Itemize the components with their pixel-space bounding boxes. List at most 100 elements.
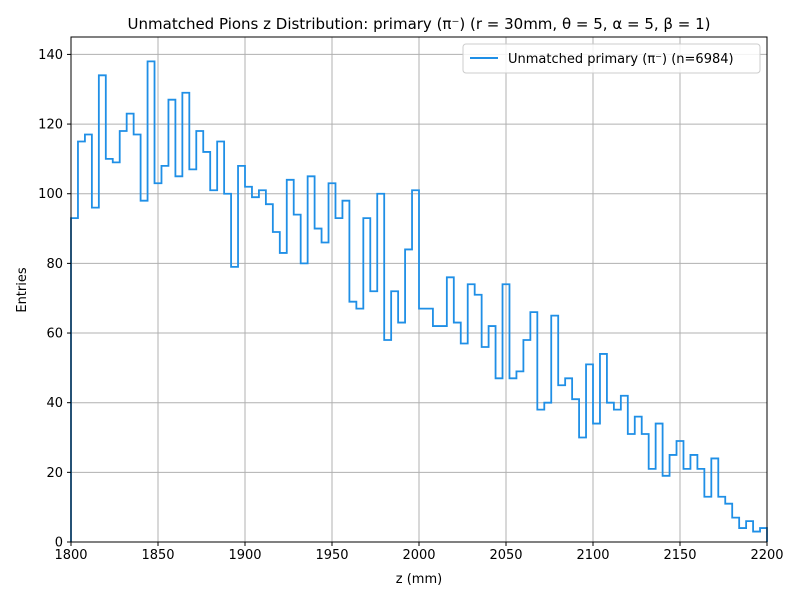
histogram-bin: [78, 141, 85, 542]
histogram-bin: [614, 410, 621, 542]
histogram-bin: [384, 340, 391, 542]
histogram-bin: [711, 458, 718, 542]
y-axis-label: Entries: [15, 267, 30, 313]
histogram-bin: [725, 504, 732, 542]
tick-layer: 1800 1850 1900 1950 2000 2050 2100 2150 2200 0 20 4…: [38, 48, 783, 563]
histogram-bin: [148, 61, 155, 542]
x-tick-label: 1950: [315, 548, 348, 563]
histogram-bin: [356, 309, 363, 542]
x-tick-label: 2200: [750, 548, 783, 563]
histogram-bin: [92, 208, 99, 542]
histogram-bin: [224, 194, 231, 542]
y-tick-label: 60: [46, 327, 63, 342]
histogram-bin: [461, 343, 468, 542]
histogram-bin: [203, 152, 210, 542]
histogram-step-line: [70, 60, 768, 542]
legend-label: Unmatched primary (π⁻) (n=6984): [508, 52, 734, 67]
histogram-bin: [113, 162, 120, 542]
legend-box: [462, 43, 761, 74]
histogram-bin: [196, 131, 203, 542]
histogram-bin: [419, 309, 426, 542]
x-tick-label: 1800: [54, 548, 87, 563]
histogram-bin: [433, 326, 440, 542]
histogram-bin: [475, 295, 482, 542]
histogram-bin: [155, 183, 162, 542]
histogram-bin: [245, 187, 252, 542]
histogram-bin: [342, 201, 349, 542]
histogram-bin: [182, 93, 189, 542]
histogram-bin: [120, 131, 127, 542]
x-tick-label: 2100: [576, 548, 609, 563]
histogram-bin: [175, 176, 182, 542]
histogram-bin: [635, 417, 642, 542]
histogram-bin: [301, 263, 308, 542]
histogram-bin: [259, 190, 266, 542]
chart-title: Unmatched Pions z Distribution: primary …: [128, 15, 711, 33]
histogram-bin: [558, 385, 565, 542]
x-axis-label: z (mm): [396, 572, 442, 587]
histogram-bin: [335, 218, 342, 542]
histogram-bin: [642, 434, 649, 542]
histogram-bin: [732, 518, 739, 542]
histogram-bin: [468, 284, 475, 542]
histogram-bin: [168, 100, 175, 542]
histogram-bin: [593, 424, 600, 542]
histogram-bin: [315, 229, 322, 542]
histogram-bin: [426, 309, 433, 542]
histogram-bin: [363, 218, 370, 542]
histogram-bin: [760, 528, 767, 542]
histogram-bin: [266, 204, 273, 542]
histogram-bin: [739, 528, 746, 542]
histogram-bin: [697, 469, 704, 542]
histogram-bin: [329, 183, 336, 542]
histogram-bin: [509, 378, 516, 542]
histogram-bin: [628, 434, 635, 542]
histogram-bin: [572, 399, 579, 542]
x-tick-label: 2000: [402, 548, 435, 563]
histogram-bin: [71, 218, 78, 542]
histogram-bin: [127, 114, 134, 542]
x-tick-label: 2050: [489, 548, 522, 563]
histogram-bin: [189, 169, 196, 542]
histogram-bin: [670, 455, 677, 542]
histogram-bin: [663, 476, 670, 542]
histogram-bin: [690, 455, 697, 542]
histogram-bin: [649, 469, 656, 542]
x-tick-label: 1850: [141, 548, 174, 563]
histogram-bin: [273, 232, 280, 542]
histogram-bin: [551, 316, 558, 542]
histogram-bin: [252, 197, 259, 542]
histogram-bin: [454, 323, 461, 542]
histogram-bin: [370, 291, 377, 542]
histogram-bin: [405, 249, 412, 542]
histogram-bin: [161, 166, 168, 542]
y-tick-label: 120: [38, 118, 63, 133]
histogram-bin: [231, 267, 238, 542]
histogram-bin: [565, 378, 572, 542]
histogram-bin: [482, 347, 489, 542]
histogram-bin: [656, 424, 663, 542]
histogram-bin: [134, 135, 141, 542]
x-tick-label: 1900: [228, 548, 261, 563]
histogram-bin: [210, 190, 217, 542]
histogram-bin: [677, 441, 684, 542]
histogram-bin: [217, 141, 224, 542]
histogram-bin: [621, 396, 628, 542]
histogram-bin: [447, 277, 454, 542]
histogram-bin: [99, 75, 106, 542]
histogram-bin: [322, 242, 329, 542]
y-tick-label: 100: [38, 187, 63, 202]
y-tick-label: 40: [46, 396, 63, 411]
histogram-bin: [530, 312, 537, 542]
histogram-bin: [412, 190, 419, 542]
histogram-bin: [544, 403, 551, 542]
histogram-bin: [704, 497, 711, 542]
y-tick-label: 80: [46, 257, 63, 272]
data-layer: [70, 60, 768, 542]
histogram-bin: [586, 364, 593, 542]
histogram-bin: [440, 326, 447, 542]
histogram-bin: [503, 284, 510, 542]
histogram-bin: [496, 378, 503, 542]
histogram-bin: [718, 497, 725, 542]
